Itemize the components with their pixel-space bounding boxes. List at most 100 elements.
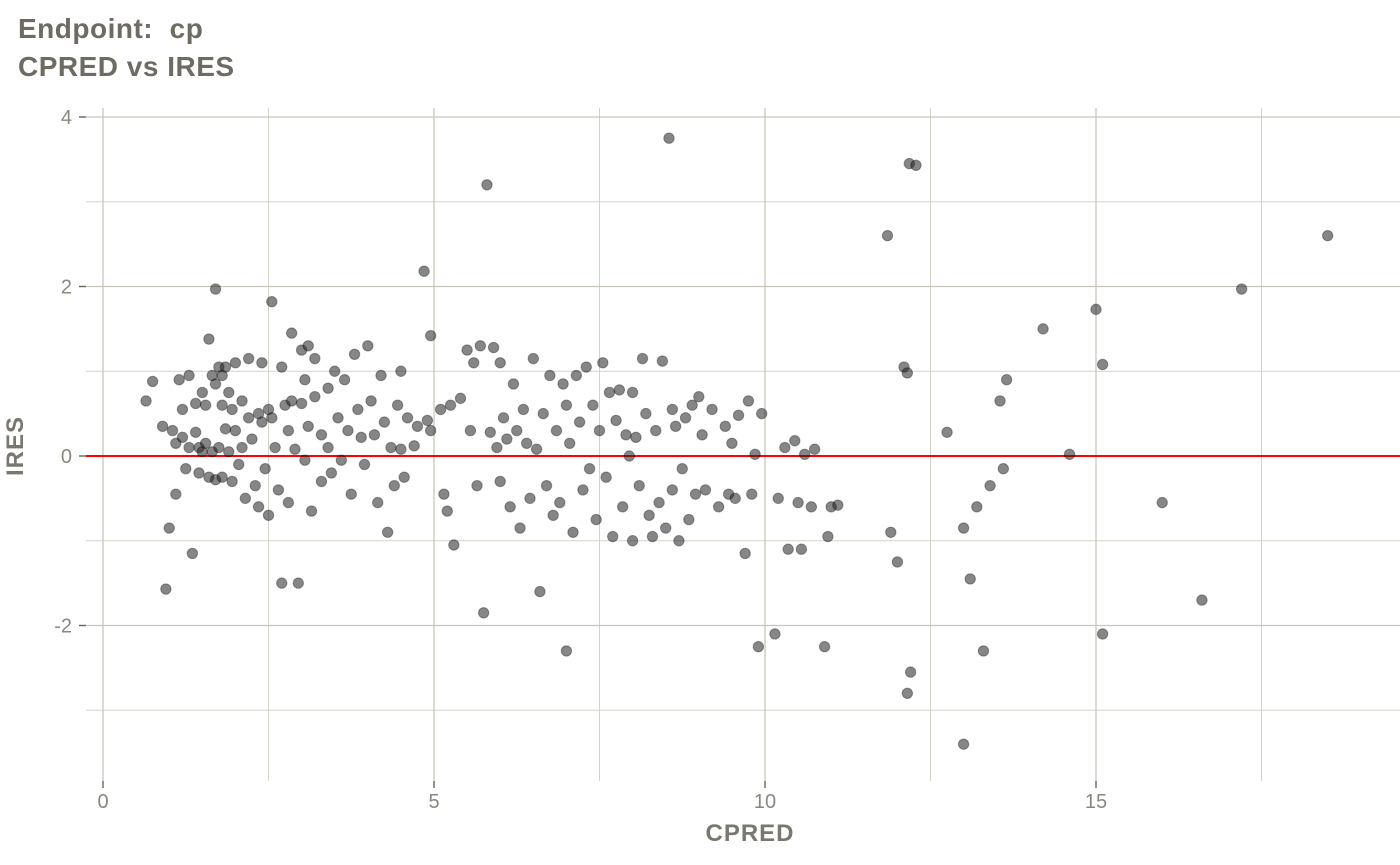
data-point [534, 585, 546, 598]
data-point [418, 265, 430, 277]
data-point [196, 386, 209, 399]
data-point [666, 484, 679, 496]
data-point [378, 416, 391, 428]
data-point [256, 357, 268, 369]
data-point [693, 390, 705, 403]
data-point [971, 501, 983, 513]
data-point [699, 484, 712, 496]
data-point [176, 431, 189, 444]
data-point [583, 463, 596, 475]
data-point [329, 365, 341, 377]
data-point [438, 488, 450, 500]
data-point [170, 437, 182, 449]
data-point [424, 329, 437, 342]
data-point [511, 424, 523, 437]
data-point [395, 443, 407, 455]
data-point [226, 403, 238, 416]
data-point [620, 429, 632, 441]
data-point [335, 454, 348, 466]
data-point [434, 403, 447, 416]
data-point [656, 355, 669, 367]
data-point [630, 431, 642, 444]
data-point [587, 399, 599, 411]
data-point [524, 492, 536, 505]
data-point [597, 357, 609, 369]
data-point [199, 399, 212, 411]
data-point [252, 501, 265, 513]
data-point [891, 556, 904, 568]
data-point [229, 424, 242, 437]
data-point [686, 399, 698, 411]
data-point [325, 467, 338, 479]
data-point [302, 340, 314, 352]
data-point [421, 414, 434, 427]
data-point [792, 496, 804, 509]
data-point [381, 526, 394, 538]
data-point [517, 403, 530, 416]
data-point [610, 414, 622, 427]
data-point [540, 479, 553, 492]
data-point [223, 446, 235, 458]
data-point [789, 435, 801, 447]
data-point [375, 369, 387, 382]
data-point [901, 687, 914, 699]
data-point [997, 463, 1010, 475]
data-point [338, 374, 351, 386]
data-point [590, 513, 602, 526]
data-point [140, 395, 152, 407]
data-point [514, 522, 526, 534]
data-point [315, 475, 328, 488]
data-point [719, 420, 731, 433]
data-point [676, 463, 688, 475]
data-point [408, 440, 420, 452]
data-point [782, 543, 794, 555]
data-point [477, 607, 490, 619]
data-point [468, 357, 480, 369]
data-point [292, 577, 304, 589]
data-point [752, 640, 765, 653]
data-point [448, 539, 460, 551]
data-point [1235, 283, 1248, 295]
data-point [226, 475, 238, 488]
data-point [219, 423, 232, 435]
data-point [487, 341, 500, 354]
data-point [391, 399, 404, 411]
data-point [276, 361, 288, 373]
data-point [146, 375, 159, 388]
data-point [613, 384, 626, 396]
y-tick-label: -2 [54, 616, 72, 638]
data-point [189, 397, 202, 410]
data-point [904, 666, 917, 678]
data-point [163, 522, 175, 534]
x-axis-title: CPRED [705, 820, 795, 847]
data-point [219, 361, 232, 373]
data-point [779, 441, 791, 454]
data-point [832, 499, 844, 511]
data-point [209, 378, 222, 390]
data-point [822, 530, 834, 543]
data-point [901, 367, 914, 379]
data-point [650, 424, 662, 437]
data-point [544, 369, 556, 382]
data-point [1037, 323, 1049, 335]
data-point [616, 501, 629, 513]
data-point [755, 407, 768, 420]
data-point [302, 420, 314, 433]
y-axis-title: IRES [2, 416, 29, 477]
data-point [494, 357, 506, 369]
data-point [183, 441, 195, 454]
y-tick-label: 0 [61, 446, 72, 468]
data-point [464, 424, 477, 437]
data-point [795, 543, 808, 555]
data-point [299, 454, 311, 466]
data-point [772, 492, 784, 505]
data-point [497, 412, 510, 424]
plot-title-line-2: CPRED vs IRES [18, 50, 235, 82]
data-point [484, 426, 496, 438]
data-point [173, 374, 185, 386]
data-point [603, 386, 616, 399]
data-point [957, 522, 970, 534]
data-point [183, 369, 195, 382]
data-point [348, 348, 361, 360]
data-point [623, 450, 635, 462]
